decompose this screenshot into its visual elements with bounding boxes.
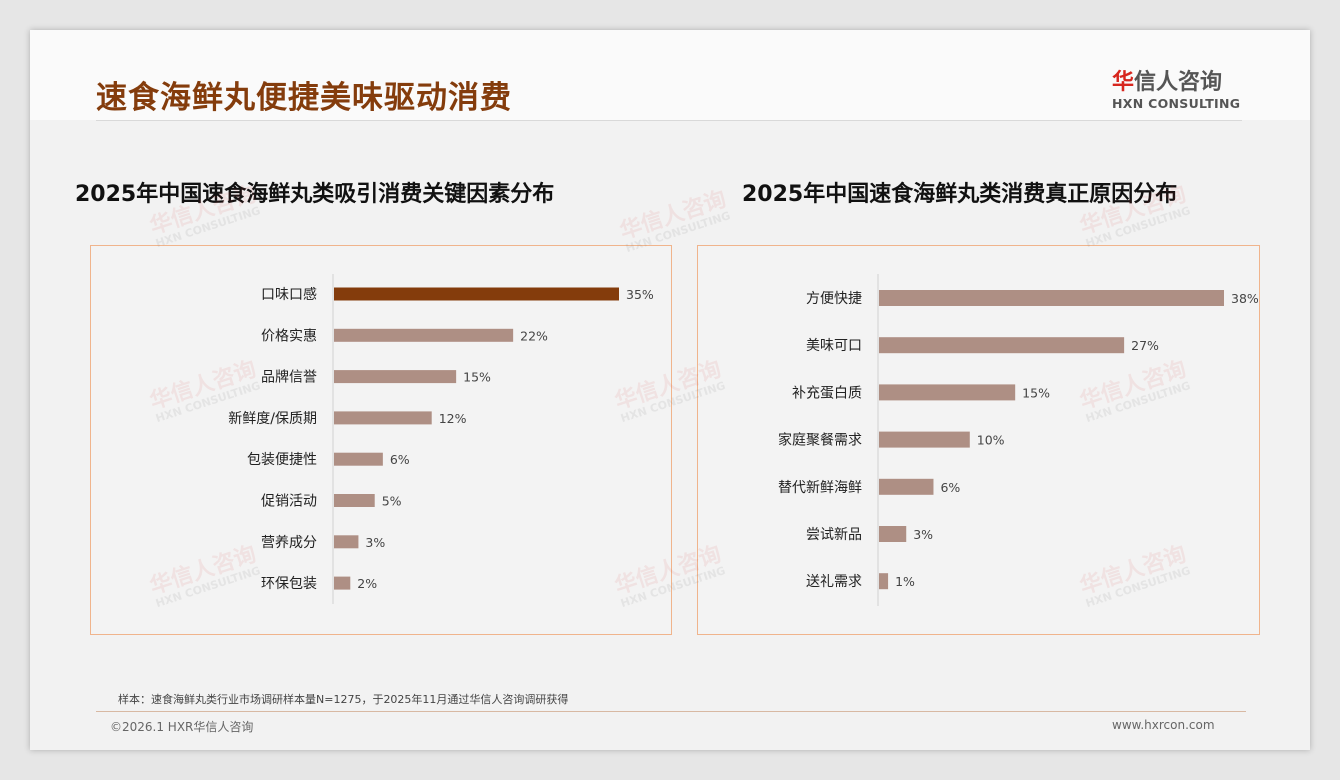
chart-panel-right: 方便快捷 38% 美味可口 27% 补充蛋白质 15% 家庭聚餐需求 10% 替代新鲜海鲜 6% 尝… bbox=[697, 245, 1260, 635]
data-label: 38% bbox=[1231, 291, 1259, 306]
data-label: 3% bbox=[365, 535, 385, 550]
bar bbox=[879, 573, 889, 590]
data-label: 2% bbox=[357, 576, 377, 591]
footer-divider bbox=[96, 711, 1246, 712]
bar bbox=[879, 526, 907, 542]
logo-cn: 信人咨询 bbox=[1134, 70, 1223, 95]
category-label: 营养成分 bbox=[261, 535, 317, 551]
bar bbox=[334, 328, 514, 342]
data-label: 12% bbox=[439, 411, 467, 426]
category-label: 促销活动 bbox=[261, 494, 317, 510]
bar bbox=[334, 535, 359, 549]
bar bbox=[334, 494, 375, 507]
data-label: 6% bbox=[940, 480, 960, 495]
copyright: ©2026.1 HXR华信人咨询 bbox=[110, 720, 254, 734]
category-label: 价格实惠 bbox=[261, 328, 317, 344]
category-label: 补充蛋白质 bbox=[792, 385, 862, 401]
category-label: 尝试新品 bbox=[806, 527, 862, 543]
sample-note: 样本：速食海鲜丸类行业市场调研样本量N=1275，于2025年11月通过华信人咨… bbox=[118, 693, 569, 706]
chart-panel-left: 口味口感 35% 价格实惠 22% 品牌信誉 15% 新鲜度/保质期 12% 包装便捷性 6% 促销… bbox=[90, 245, 672, 635]
data-label: 10% bbox=[977, 433, 1005, 448]
category-label: 方便快捷 bbox=[806, 291, 862, 307]
data-label: 1% bbox=[895, 574, 915, 589]
category-label: 口味口感 bbox=[261, 286, 317, 303]
category-label: 品牌信誉 bbox=[261, 369, 317, 386]
slide: 速食海鲜丸便捷美味驱动消费 华信人咨询 HXN CONSULTING 2025年… bbox=[30, 30, 1310, 750]
bar bbox=[879, 290, 1224, 306]
bar bbox=[334, 370, 457, 384]
category-label: 新鲜度/保质期 bbox=[228, 411, 317, 427]
page-title: 速食海鲜丸便捷美味驱动消费 bbox=[96, 80, 512, 116]
data-label: 15% bbox=[463, 370, 491, 385]
category-label: 美味可口 bbox=[806, 338, 862, 354]
logo-en: HXN CONSULTING bbox=[1112, 96, 1241, 111]
header-band bbox=[30, 30, 1310, 120]
data-label: 5% bbox=[382, 494, 402, 509]
website-link[interactable]: www.hxrcon.com bbox=[1112, 718, 1215, 732]
data-label: 6% bbox=[390, 452, 410, 467]
data-label: 15% bbox=[1022, 385, 1050, 400]
logo-accent: 华 bbox=[1112, 70, 1135, 95]
chart-title-right: 2025年中国速食海鲜丸类消费真正原因分布 bbox=[742, 182, 1178, 207]
data-label: 27% bbox=[1131, 338, 1159, 353]
bar bbox=[879, 431, 970, 448]
bar bbox=[334, 411, 432, 425]
logo: 华信人咨询 HXN CONSULTING bbox=[1112, 64, 1240, 111]
data-label: 22% bbox=[520, 328, 548, 343]
title-divider bbox=[96, 120, 1242, 121]
bar bbox=[879, 384, 1016, 401]
bar bbox=[334, 452, 383, 466]
chart-left: 口味口感 35% 价格实惠 22% 品牌信誉 15% 新鲜度/保质期 12% 包装便捷性 6% 促销… bbox=[228, 274, 654, 604]
chart-right: 方便快捷 38% 美味可口 27% 补充蛋白质 15% 家庭聚餐需求 10% 替代新鲜海鲜 6% 尝… bbox=[778, 274, 1259, 606]
data-label: 35% bbox=[626, 287, 654, 302]
category-label: 包装便捷性 bbox=[247, 452, 317, 468]
bar bbox=[334, 287, 619, 301]
chart-title-left: 2025年中国速食海鲜丸类吸引消费关键因素分布 bbox=[75, 182, 555, 207]
data-label: 3% bbox=[913, 527, 933, 542]
bar bbox=[334, 576, 351, 590]
bar bbox=[879, 478, 934, 495]
category-label: 家庭聚餐需求 bbox=[778, 432, 862, 449]
category-label: 环保包装 bbox=[261, 576, 317, 592]
category-label: 送礼需求 bbox=[806, 574, 862, 590]
category-label: 替代新鲜海鲜 bbox=[778, 480, 862, 496]
bar bbox=[879, 337, 1125, 354]
